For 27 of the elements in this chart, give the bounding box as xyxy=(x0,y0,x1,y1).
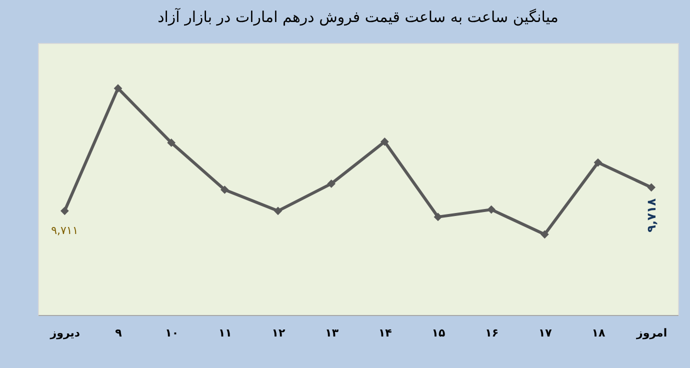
point xyxy=(380,138,389,146)
data-label: ۹,۷۱۸ xyxy=(644,198,658,232)
point xyxy=(114,84,122,93)
x-tick-label: ۱۱ xyxy=(218,326,232,340)
chart-title: میانگین ساعت به ساعت قیمت فروش درهم امارات در بازار آزاد xyxy=(158,7,558,26)
x-tick-label: ۱۸ xyxy=(592,326,606,340)
x-tick-label: ۱۵ xyxy=(432,326,446,340)
point xyxy=(487,205,496,214)
point xyxy=(434,212,442,222)
x-tick-label: ۱۲ xyxy=(272,326,286,340)
x-tick-label: امروز xyxy=(636,326,668,340)
x-tick-label: ۱۳ xyxy=(325,326,339,340)
x-tick-label: ۹ xyxy=(115,326,122,340)
point xyxy=(647,183,656,192)
x-tick-label: ۱۶ xyxy=(485,326,499,340)
x-tick-label: ۱۴ xyxy=(378,326,392,340)
x-tick-label: دیروز xyxy=(49,326,80,340)
point xyxy=(327,180,336,188)
point xyxy=(540,230,549,239)
point xyxy=(220,186,229,194)
data-label: ۹,۷۱۱ xyxy=(51,224,78,237)
x-tick-label: ۱۷ xyxy=(538,326,552,340)
point xyxy=(594,158,602,167)
point xyxy=(274,206,282,216)
x-tick-label: ۱۰ xyxy=(165,326,179,340)
point xyxy=(60,206,69,216)
point xyxy=(167,138,176,147)
